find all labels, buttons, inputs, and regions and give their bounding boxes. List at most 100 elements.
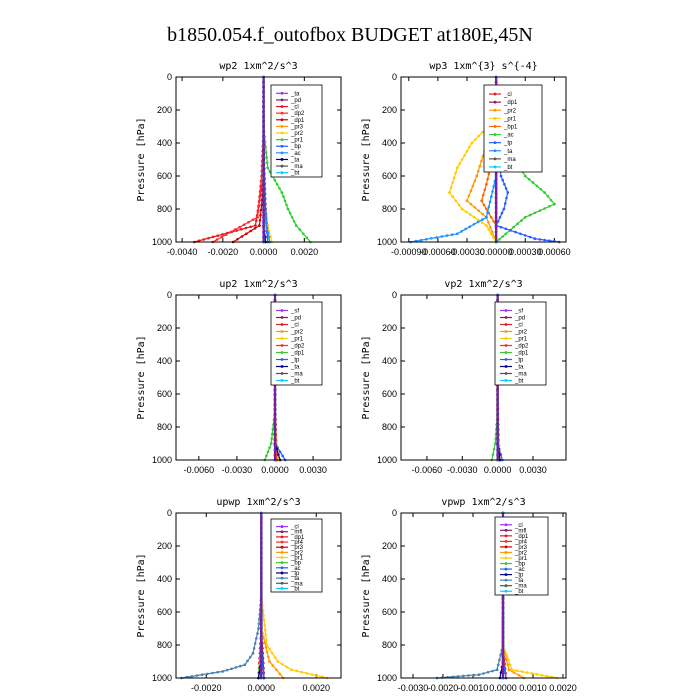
- series-marker: [528, 213, 532, 217]
- series-marker: [271, 664, 275, 667]
- y-tick-label: 800: [382, 204, 397, 214]
- series-marker: [499, 225, 503, 229]
- legend-label: _ma: [503, 157, 516, 163]
- series-marker: [451, 181, 454, 184]
- legend-marker: [280, 138, 284, 142]
- series-marker: [305, 236, 309, 240]
- series-marker: [271, 428, 275, 431]
- x-tick-label: -0.0060: [412, 465, 443, 475]
- legend-label: _bt: [290, 586, 300, 592]
- x-tick-label: 0.0030: [519, 465, 547, 475]
- legend-label: _pd: [514, 316, 525, 322]
- series-marker: [262, 672, 265, 675]
- y-axis-label: Pressure [hPa]: [361, 553, 372, 637]
- y-tick-label: 800: [382, 640, 397, 650]
- series-marker: [517, 674, 521, 677]
- series-marker: [295, 669, 298, 673]
- x-tick-label: 0.0010: [519, 683, 547, 693]
- series-marker: [258, 190, 262, 193]
- series-marker: [234, 666, 238, 669]
- y-tick-label: 800: [157, 422, 172, 432]
- series-marker: [494, 437, 497, 441]
- series-marker: [257, 627, 260, 630]
- series-marker: [454, 199, 458, 203]
- series-marker: [467, 194, 471, 198]
- legend-marker: [280, 316, 284, 319]
- y-tick-label: 800: [382, 422, 397, 432]
- legend-marker: [504, 545, 508, 549]
- y-tick-label: 1000: [152, 455, 172, 465]
- legend-label: _dp1: [503, 100, 518, 106]
- series-marker: [475, 174, 479, 178]
- series-marker: [490, 195, 493, 198]
- legend-label: _ta: [503, 149, 513, 155]
- series-marker: [283, 199, 287, 203]
- series-marker: [543, 191, 546, 194]
- y-tick-label: 1000: [377, 455, 397, 465]
- series-marker: [485, 207, 488, 211]
- series-marker: [440, 235, 444, 238]
- legend: _sf_pd_cl_pr2_pr1_dp2_dp1_tp_ta_ma_bt: [494, 301, 547, 386]
- series-marker: [449, 186, 453, 189]
- y-tick-label: 400: [382, 356, 397, 366]
- series-marker: [538, 238, 542, 241]
- y-tick-label: 800: [157, 204, 172, 214]
- series-marker: [501, 235, 504, 238]
- series-marker: [505, 658, 508, 662]
- series-marker: [477, 673, 481, 676]
- plot-frame: [175, 512, 342, 679]
- y-tick-label: 0: [167, 72, 172, 82]
- series-marker: [539, 187, 543, 191]
- legend-marker: [504, 573, 508, 577]
- series-marker: [251, 218, 255, 221]
- legend-marker: [504, 528, 508, 532]
- series-marker: [456, 166, 459, 170]
- legend-label: _ta: [290, 91, 300, 97]
- series-marker: [553, 202, 556, 206]
- legend: _cl_mfl_dp1_pr4_pr3_pr2_pr1_bp_ac_tp_ta_…: [494, 516, 549, 596]
- x-tick-label: -0.00030: [449, 247, 485, 257]
- series-marker: [491, 669, 494, 673]
- series-marker: [310, 673, 314, 676]
- legend-label: _sf: [290, 309, 299, 315]
- legend: _cl _dp1 _pr2 _pr1 _bp1 _ac _tp _ta _ma _bt: [483, 84, 543, 173]
- panels-container: wp2 1xm^2/s^3 Pressure [hPa] 0 200 400 600 800…: [136, 61, 577, 693]
- series-marker: [473, 216, 476, 219]
- series-marker: [258, 219, 262, 222]
- series-marker: [498, 238, 501, 241]
- legend-marker: [280, 330, 284, 333]
- panel-title: wp3 1xm^{3} s^{-4}: [429, 61, 537, 72]
- series-marker: [506, 191, 510, 194]
- y-tick-label: 600: [157, 389, 172, 399]
- legend-marker: [280, 587, 284, 590]
- x-tick-label: 0.0020: [302, 683, 330, 693]
- series-marker: [477, 218, 480, 222]
- series-marker: [460, 207, 464, 211]
- series-marker: [464, 227, 467, 231]
- legend-label: _pr2: [290, 550, 304, 556]
- panel-title: vpwp 1xm^2/s^3: [441, 497, 525, 508]
- series-marker: [200, 673, 204, 676]
- series-marker: [485, 224, 488, 227]
- series-marker: [259, 185, 262, 188]
- series-marker: [470, 141, 474, 145]
- series-marker: [281, 663, 284, 666]
- legend-label: _bt: [290, 379, 300, 385]
- series-marker: [258, 195, 261, 198]
- series-marker: [298, 228, 302, 231]
- legend-label: _ma: [290, 164, 303, 170]
- legend-marker: [504, 584, 508, 588]
- series-marker: [523, 234, 527, 237]
- series-marker: [268, 647, 271, 651]
- series-marker: [491, 190, 494, 193]
- legend-label: _cl: [514, 523, 523, 529]
- series-marker: [503, 648, 507, 652]
- y-axis-label: Pressure [hPa]: [361, 117, 372, 201]
- series-marker: [195, 674, 199, 677]
- y-tick-label: 400: [157, 356, 172, 366]
- legend-label: _tp: [514, 358, 524, 364]
- series-marker: [487, 205, 491, 209]
- series-marker: [268, 660, 271, 663]
- y-axis-label: Pressure [hPa]: [136, 335, 147, 419]
